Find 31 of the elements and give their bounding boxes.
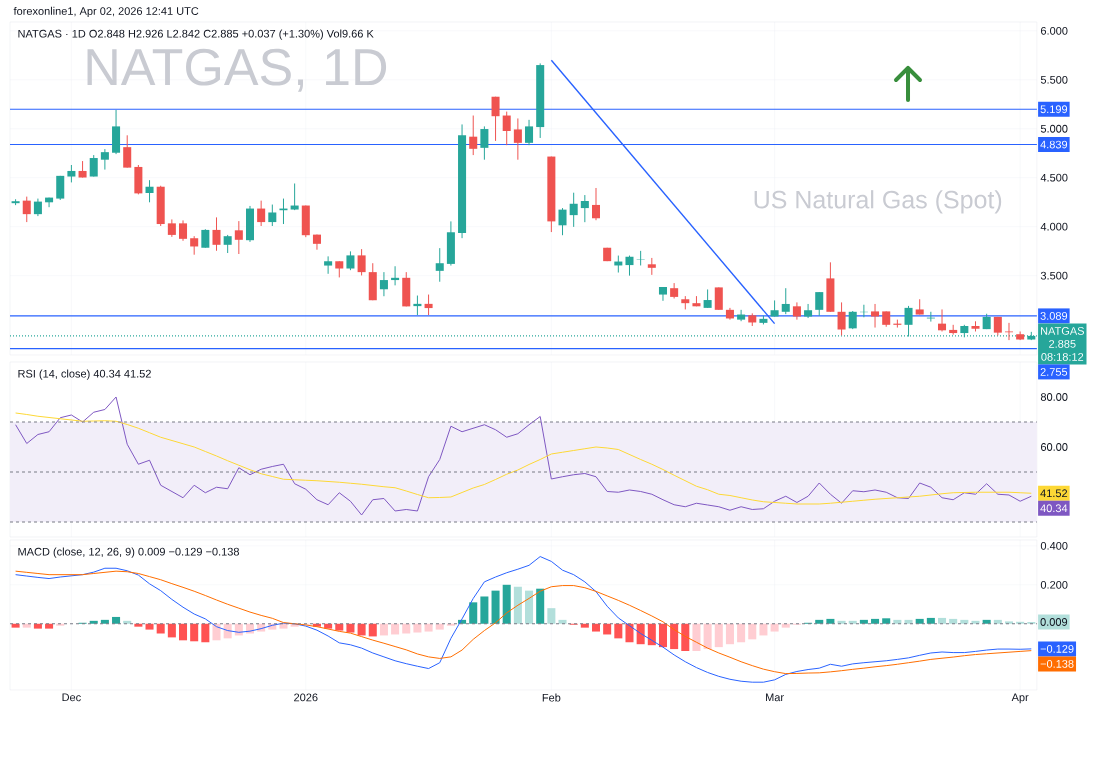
ref-line-label: 5.199 — [1040, 105, 1068, 114]
y-tick-label: 60.00 — [1040, 443, 1068, 451]
y-tick-label: 3.500 — [1040, 271, 1068, 280]
ref-line-label: 3.089 — [1040, 312, 1068, 320]
x-tick-label: 2026 — [294, 693, 318, 702]
text: −0.129 — [1040, 645, 1074, 653]
y-tick-label: 80.00 — [1040, 393, 1068, 401]
text: NATGAS · 1D O2.848 H2.926 L2.842 C2.885 +0.037 (+1.30%) Vol9.66 K — [18, 29, 374, 40]
text: NATGAS — [1041, 327, 1084, 335]
text: forexonline1, Apr 02, 2026 12:41 UTC — [13, 6, 199, 18]
x-tick-label: Apr — [1011, 693, 1029, 704]
y-tick-label: 5.500 — [1040, 75, 1068, 84]
y-tick-label: 4.000 — [1040, 222, 1068, 231]
ref-line-label: 4.839 — [1040, 140, 1068, 149]
x-tick-label: Dec — [62, 693, 81, 702]
y-tick-label: 6.000 — [1040, 26, 1068, 35]
x-tick-label: Mar — [766, 693, 784, 702]
text: RSI (14, close) 40.34 41.52 — [18, 369, 151, 380]
text: 40.34 — [1040, 504, 1068, 513]
ref-line-label: 2.755 — [1040, 368, 1068, 376]
y-tick-label: 5.000 — [1040, 124, 1068, 133]
text: 0.009 — [1040, 618, 1068, 626]
x-tick-label: Feb — [542, 693, 561, 702]
y-tick-label: 0.400 — [1040, 541, 1068, 550]
text: −0.138 — [1040, 660, 1074, 668]
text: 41.52 — [1040, 489, 1068, 498]
text: MACD (close, 12, 26, 9) 0.009 −0.129 −0.138 — [18, 547, 239, 558]
text: 08:18:12 — [1041, 353, 1084, 361]
y-tick-label: 0.200 — [1040, 580, 1068, 589]
y-tick-label: 4.500 — [1040, 173, 1068, 182]
ref-line-label: 2.885 — [1049, 340, 1076, 348]
